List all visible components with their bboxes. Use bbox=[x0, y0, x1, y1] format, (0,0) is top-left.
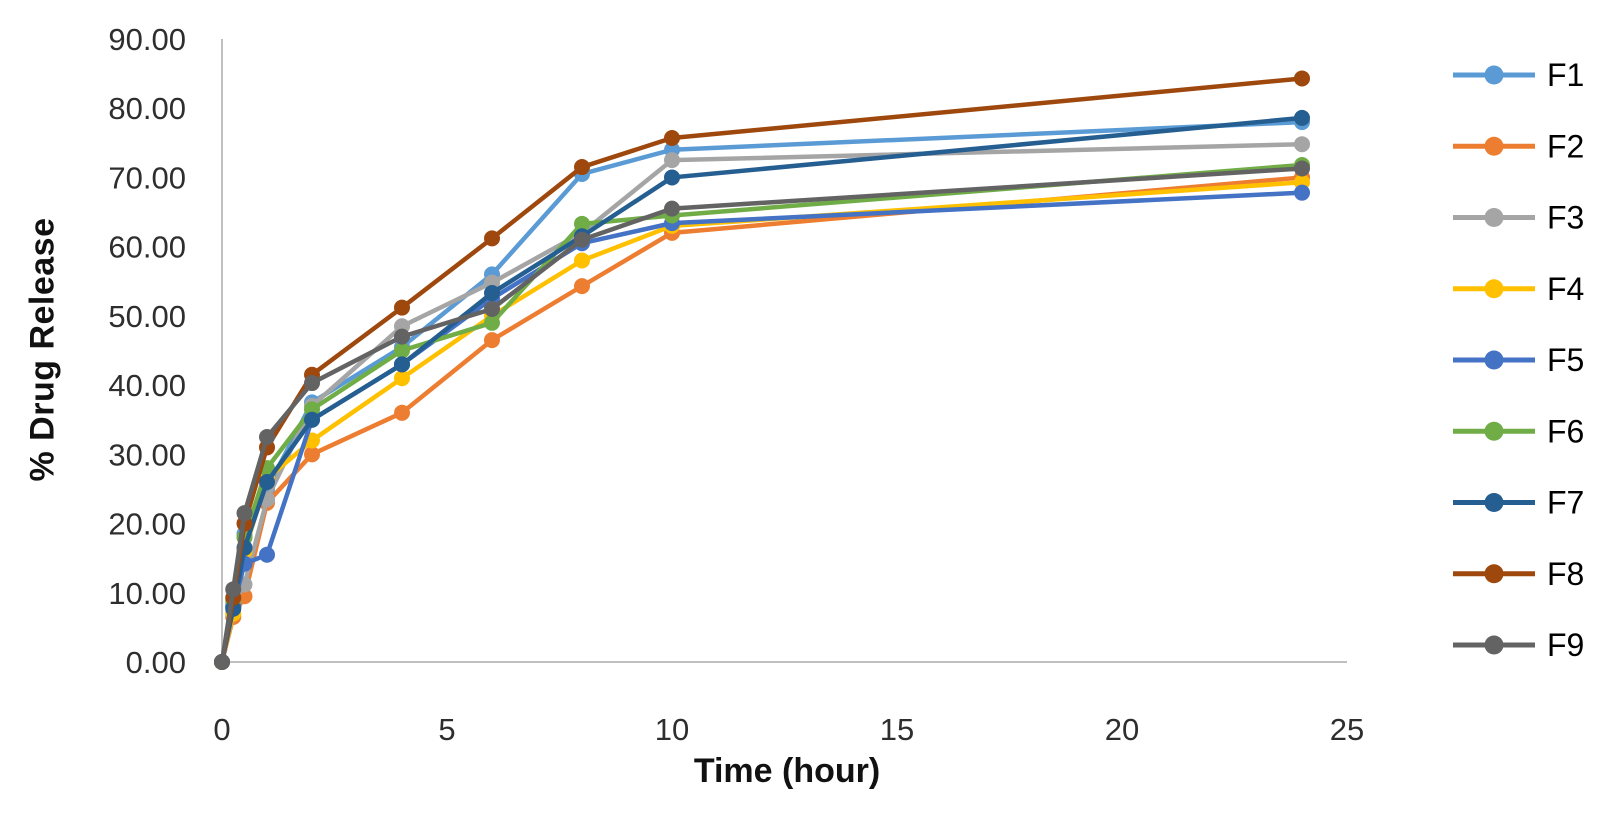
data-point-F2 bbox=[394, 404, 410, 421]
data-point-F7 bbox=[484, 285, 500, 302]
legend-item-F4: F4 bbox=[1453, 271, 1584, 307]
series-F7 bbox=[214, 109, 1310, 670]
legend-label-F9: F9 bbox=[1547, 627, 1584, 663]
series-F3 bbox=[214, 136, 1310, 670]
data-point-F7 bbox=[259, 474, 275, 491]
legend-item-F2: F2 bbox=[1453, 128, 1584, 164]
x-tick-label: 0 bbox=[213, 712, 230, 747]
legend-item-F7: F7 bbox=[1453, 485, 1584, 521]
data-point-F7 bbox=[664, 169, 680, 186]
series-F5 bbox=[214, 184, 1310, 670]
x-tick-label: 5 bbox=[438, 712, 455, 747]
y-tick-label: 40.00 bbox=[108, 368, 186, 403]
data-point-F6 bbox=[574, 215, 590, 232]
series-F6 bbox=[214, 156, 1310, 670]
legend-marker-F7 bbox=[1484, 493, 1504, 512]
data-point-F9 bbox=[236, 505, 253, 522]
legend-marker-F6 bbox=[1484, 421, 1504, 441]
data-point-F9 bbox=[225, 581, 242, 598]
y-tick-label: 10.00 bbox=[108, 576, 186, 611]
legend-marker-F4 bbox=[1484, 279, 1504, 299]
data-point-F9 bbox=[574, 231, 590, 248]
data-point-F2 bbox=[574, 278, 590, 295]
legend-label-F6: F6 bbox=[1547, 413, 1584, 449]
data-point-F8 bbox=[574, 159, 590, 176]
legend-marker-F1 bbox=[1484, 65, 1504, 85]
legend-item-F3: F3 bbox=[1453, 200, 1584, 236]
data-point-F8 bbox=[484, 230, 500, 247]
legend-marker-F8 bbox=[1484, 564, 1504, 584]
y-tick-label: 90.00 bbox=[108, 22, 186, 57]
data-point-F8 bbox=[664, 129, 680, 146]
y-tick-label: 80.00 bbox=[108, 91, 186, 126]
data-point-F3 bbox=[664, 152, 680, 169]
y-tick-label: 0.00 bbox=[126, 645, 186, 680]
x-tick-label: 10 bbox=[655, 712, 689, 747]
series-line-F6 bbox=[219, 162, 1305, 665]
legend-label-F3: F3 bbox=[1547, 200, 1584, 236]
series-line-F8 bbox=[219, 76, 1305, 665]
y-axis-title: % Drug Release bbox=[23, 217, 62, 482]
legend-marker-F2 bbox=[1484, 136, 1504, 156]
data-point-F5 bbox=[1294, 184, 1310, 201]
data-point-F6 bbox=[484, 314, 500, 331]
data-point-F7 bbox=[304, 411, 320, 428]
legend-item-F5: F5 bbox=[1453, 342, 1584, 378]
y-tick-label: 70.00 bbox=[108, 160, 186, 195]
series-line-F5 bbox=[219, 190, 1305, 665]
legend-label-F1: F1 bbox=[1547, 57, 1584, 93]
data-point-F9 bbox=[664, 200, 680, 217]
data-point-F3 bbox=[1294, 136, 1310, 153]
data-point-F8 bbox=[394, 299, 410, 316]
x-tick-label: 25 bbox=[1330, 712, 1364, 747]
legend-item-F1: F1 bbox=[1453, 57, 1584, 93]
legend-item-F8: F8 bbox=[1453, 556, 1584, 592]
data-point-F9 bbox=[484, 300, 500, 317]
data-point-F5 bbox=[259, 546, 275, 563]
data-point-F4 bbox=[394, 370, 410, 387]
legend-label-F4: F4 bbox=[1547, 271, 1584, 307]
data-point-F2 bbox=[484, 332, 500, 349]
legend-marker-F3 bbox=[1484, 208, 1504, 227]
data-point-F4 bbox=[574, 252, 590, 269]
legend-label-F2: F2 bbox=[1547, 128, 1584, 164]
legend-marker-F9 bbox=[1484, 635, 1504, 655]
data-point-F9 bbox=[1294, 160, 1310, 177]
legend-item-F9: F9 bbox=[1453, 627, 1584, 663]
data-point-F2 bbox=[304, 446, 320, 463]
data-point-F9 bbox=[214, 654, 230, 670]
data-point-F7 bbox=[1294, 109, 1310, 126]
series-line-F9 bbox=[219, 166, 1305, 665]
data-point-F9 bbox=[394, 328, 410, 345]
data-point-F7 bbox=[394, 356, 410, 373]
y-tick-label: 20.00 bbox=[108, 507, 186, 542]
series-F9 bbox=[214, 160, 1310, 670]
x-axis-title: Time (hour) bbox=[693, 752, 881, 790]
series-F8 bbox=[214, 70, 1310, 670]
data-point-F9 bbox=[259, 429, 275, 446]
legend-label-F7: F7 bbox=[1547, 485, 1584, 521]
series-line-F2 bbox=[219, 175, 1305, 665]
y-tick-label: 60.00 bbox=[108, 230, 186, 265]
series-F2 bbox=[214, 169, 1310, 670]
series-line-F7 bbox=[219, 115, 1305, 665]
x-tick-label: 15 bbox=[880, 712, 914, 747]
legend-marker-F5 bbox=[1484, 350, 1504, 370]
legend-label-F5: F5 bbox=[1547, 342, 1584, 378]
legend-item-F6: F6 bbox=[1453, 413, 1584, 449]
x-tick-label: 20 bbox=[1105, 712, 1139, 747]
legend: F1 F2 F3 F4 F5 F6 F7 F8 F9 bbox=[1453, 57, 1584, 663]
y-tick-label: 30.00 bbox=[108, 437, 186, 472]
legend-label-F8: F8 bbox=[1547, 556, 1584, 592]
data-point-F6 bbox=[394, 342, 410, 359]
y-tick-label: 50.00 bbox=[108, 299, 186, 334]
data-point-F8 bbox=[1294, 70, 1310, 87]
data-point-F9 bbox=[304, 375, 320, 392]
